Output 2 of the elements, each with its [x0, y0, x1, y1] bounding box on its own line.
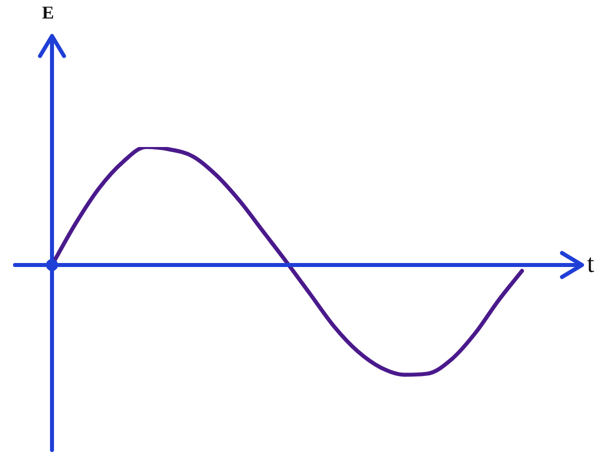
text: E — [42, 2, 54, 23]
x-axis-title: t — [587, 248, 595, 278]
